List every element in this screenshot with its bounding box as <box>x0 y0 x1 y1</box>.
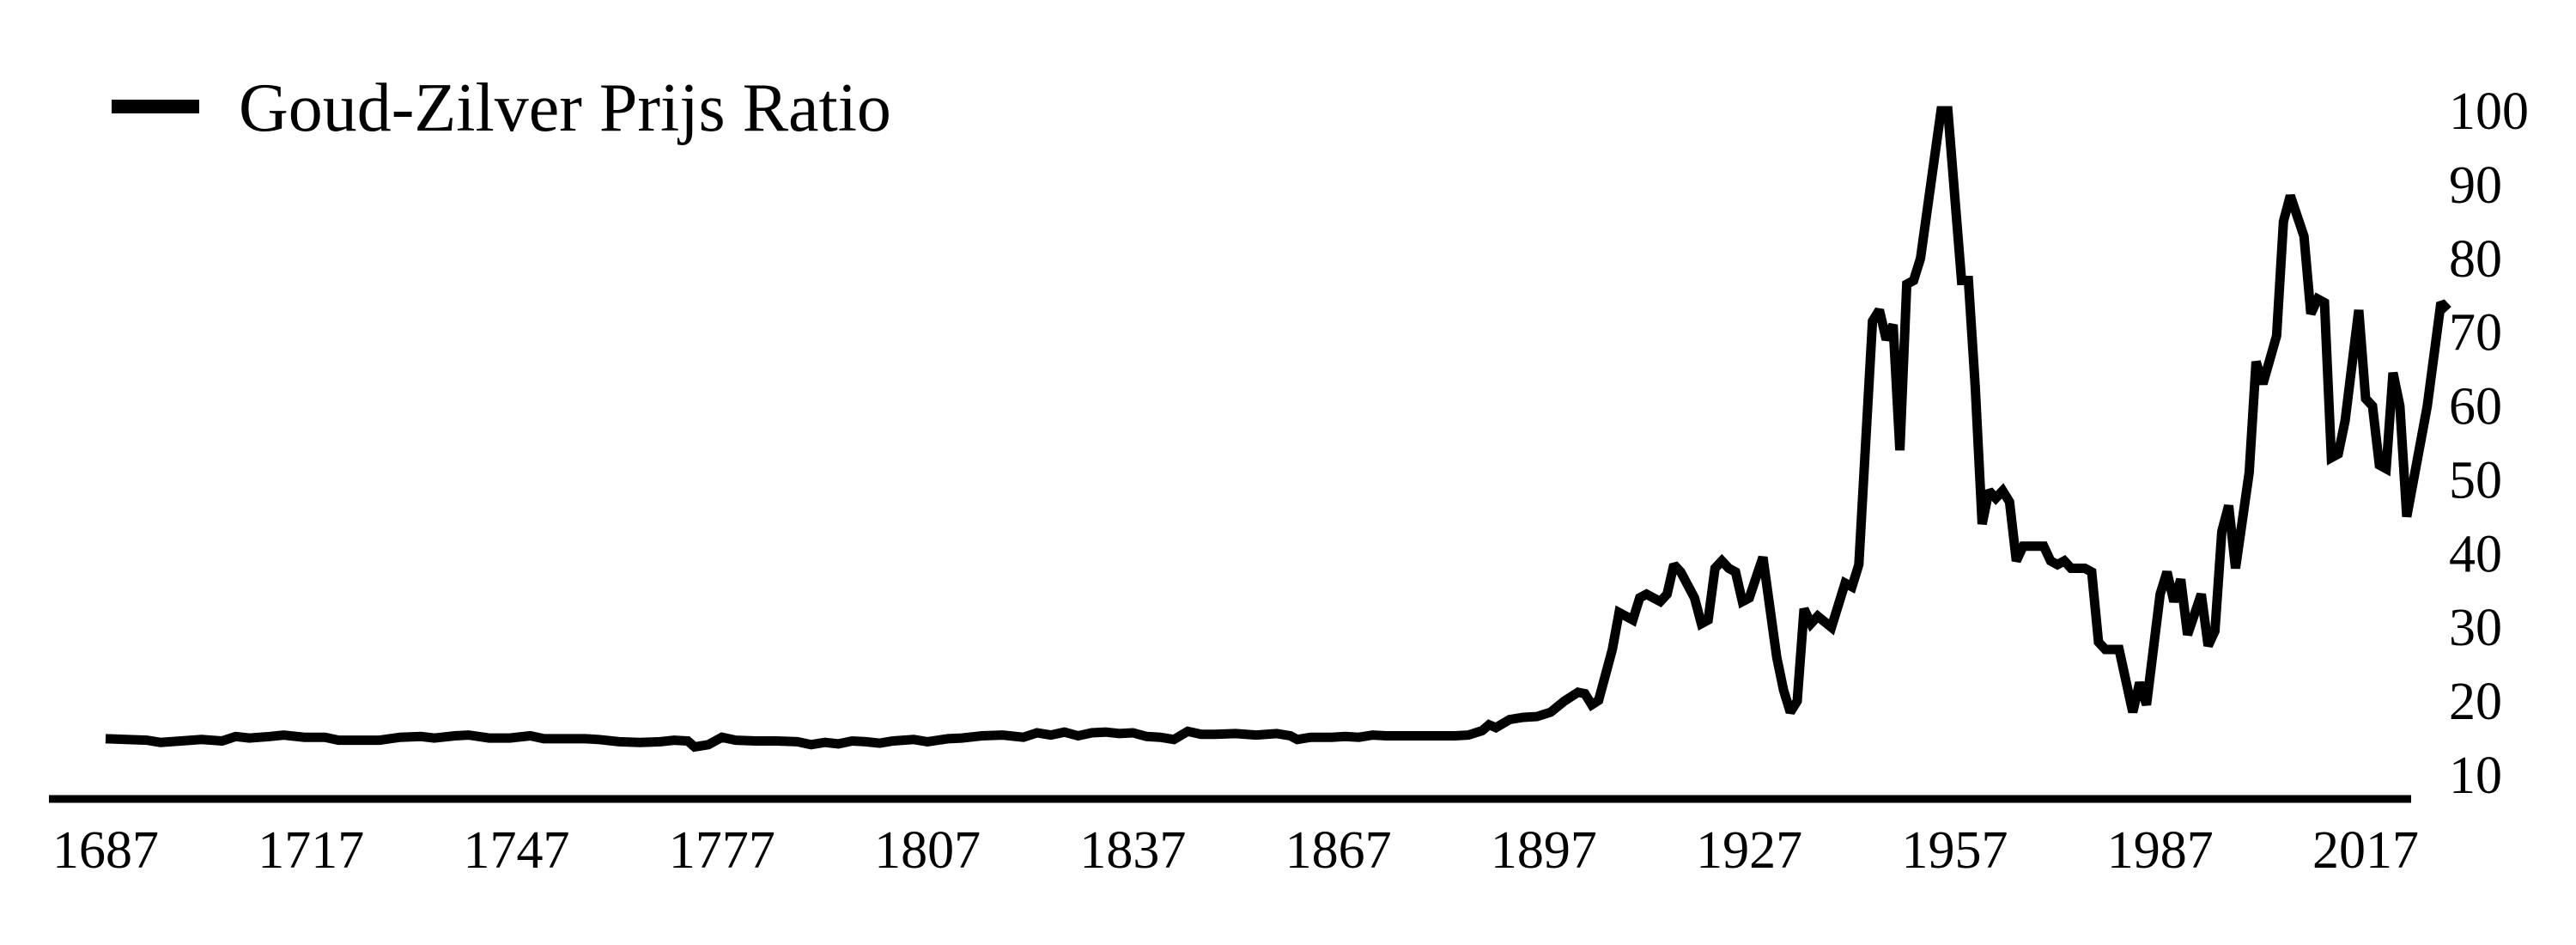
x-tick-label: 1897 <box>1491 821 1597 880</box>
y-tick-label: 30 <box>2449 599 2502 657</box>
series-layer <box>105 106 2451 753</box>
x-axis-ticks: 1687 1717 1747 1777 1807 1837 1867 1897 1927 1957… <box>52 821 2419 880</box>
legend-label: Goud-Zilver Prijs Ratio <box>239 70 891 146</box>
x-tick-label: 1747 <box>464 821 570 880</box>
y-tick-label: 90 <box>2449 156 2502 215</box>
legend: Goud-Zilver Prijs Ratio <box>112 70 891 146</box>
y-tick-label: 40 <box>2449 525 2502 583</box>
x-tick-label: 1717 <box>258 821 364 880</box>
x-tick-label: 2017 <box>2312 821 2419 880</box>
x-tick-label: 1987 <box>2107 821 2214 880</box>
x-tick-label: 1927 <box>1696 821 1802 880</box>
x-tick-label: 1687 <box>52 821 159 880</box>
y-tick-label: 10 <box>2449 747 2502 805</box>
series-line <box>105 106 2451 753</box>
y-tick-label: 100 <box>2449 82 2529 141</box>
y-tick-label: 80 <box>2449 230 2502 289</box>
y-axis-ticks: 10 20 30 40 50 60 70 80 90 100 <box>2449 82 2529 805</box>
y-tick-label: 50 <box>2449 451 2502 509</box>
x-tick-label: 1807 <box>874 821 981 880</box>
x-tick-label: 1957 <box>1901 821 2008 880</box>
y-tick-label: 20 <box>2449 673 2502 731</box>
x-tick-label: 1777 <box>669 821 775 880</box>
x-tick-label: 1837 <box>1079 821 1186 880</box>
y-tick-label: 60 <box>2449 378 2502 436</box>
x-tick-label: 1867 <box>1285 821 1392 880</box>
y-tick-label: 70 <box>2449 304 2502 363</box>
